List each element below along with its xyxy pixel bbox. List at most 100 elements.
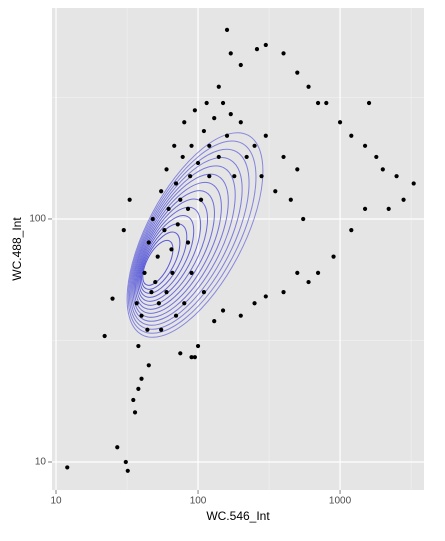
- point: [192, 108, 197, 113]
- point: [281, 290, 286, 295]
- x-tick-label: 10: [50, 496, 62, 507]
- point: [123, 459, 128, 465]
- point: [259, 174, 264, 179]
- point: [134, 301, 139, 306]
- point: [374, 154, 379, 160]
- point: [238, 313, 243, 318]
- point: [228, 112, 233, 117]
- point: [146, 363, 151, 368]
- point: [173, 181, 179, 186]
- point: [110, 296, 115, 301]
- point: [180, 154, 185, 160]
- density-contour: [133, 181, 222, 314]
- point: [349, 133, 354, 138]
- point: [349, 227, 354, 233]
- point: [175, 222, 180, 227]
- point: [139, 313, 144, 318]
- point: [189, 143, 194, 148]
- point: [315, 270, 321, 275]
- point: [306, 279, 311, 285]
- point: [142, 270, 147, 275]
- density-contour: [139, 223, 188, 294]
- point: [394, 174, 399, 179]
- point: [201, 290, 207, 295]
- panel: [52, 8, 424, 490]
- point: [201, 128, 207, 134]
- point: [192, 355, 197, 360]
- point: [146, 240, 151, 245]
- point: [362, 143, 368, 148]
- point: [173, 313, 179, 318]
- point: [121, 227, 126, 233]
- point: [136, 386, 141, 391]
- point: [281, 51, 286, 56]
- point: [252, 301, 257, 306]
- point: [224, 133, 230, 138]
- y-tick-label: 100: [29, 214, 46, 225]
- point: [220, 100, 226, 106]
- point: [125, 468, 130, 473]
- point: [337, 120, 343, 125]
- point: [164, 167, 169, 172]
- point: [288, 197, 293, 202]
- point: [166, 206, 171, 212]
- point: [386, 206, 391, 212]
- point: [273, 189, 278, 194]
- grid: [52, 8, 424, 490]
- point: [169, 247, 174, 252]
- point: [244, 154, 249, 160]
- point: [220, 308, 226, 313]
- point: [263, 42, 268, 48]
- y-axis-label: WC.488_Int: [10, 217, 24, 281]
- point: [207, 174, 212, 179]
- point: [362, 206, 368, 212]
- point: [164, 290, 169, 295]
- point: [153, 279, 158, 285]
- point: [331, 254, 336, 259]
- point: [185, 240, 191, 245]
- point: [131, 397, 136, 403]
- point: [150, 216, 155, 222]
- point: [212, 116, 217, 121]
- point: [195, 343, 201, 349]
- point: [170, 270, 175, 275]
- point: [178, 351, 183, 356]
- point: [263, 294, 268, 299]
- point: [212, 318, 217, 324]
- point: [65, 465, 70, 470]
- point: [195, 160, 201, 166]
- point: [263, 133, 268, 138]
- x-tick-label: 100: [190, 496, 207, 507]
- point: [188, 174, 193, 179]
- density-contour: [141, 231, 181, 290]
- point: [162, 227, 167, 233]
- point: [224, 27, 230, 32]
- point: [156, 301, 161, 306]
- y-tick-label: 10: [35, 457, 47, 468]
- point: [315, 100, 321, 106]
- point: [115, 445, 120, 450]
- point: [306, 84, 311, 89]
- point: [178, 197, 183, 202]
- density-contour: [135, 190, 215, 310]
- point: [366, 100, 372, 106]
- point: [232, 174, 237, 179]
- point: [172, 143, 177, 148]
- point: [198, 197, 204, 202]
- x-axis-label: WC.546_Int: [206, 509, 270, 523]
- point: [102, 333, 107, 339]
- point: [324, 100, 329, 106]
- point: [411, 181, 416, 186]
- point: [380, 167, 385, 172]
- point: [295, 70, 300, 75]
- density-contour: [126, 132, 264, 338]
- point: [159, 327, 164, 332]
- contours: [126, 132, 264, 338]
- point: [139, 376, 144, 381]
- point: [149, 290, 154, 295]
- density-contour: [130, 157, 243, 326]
- point: [189, 355, 194, 360]
- point: [216, 154, 221, 160]
- point: [127, 197, 132, 202]
